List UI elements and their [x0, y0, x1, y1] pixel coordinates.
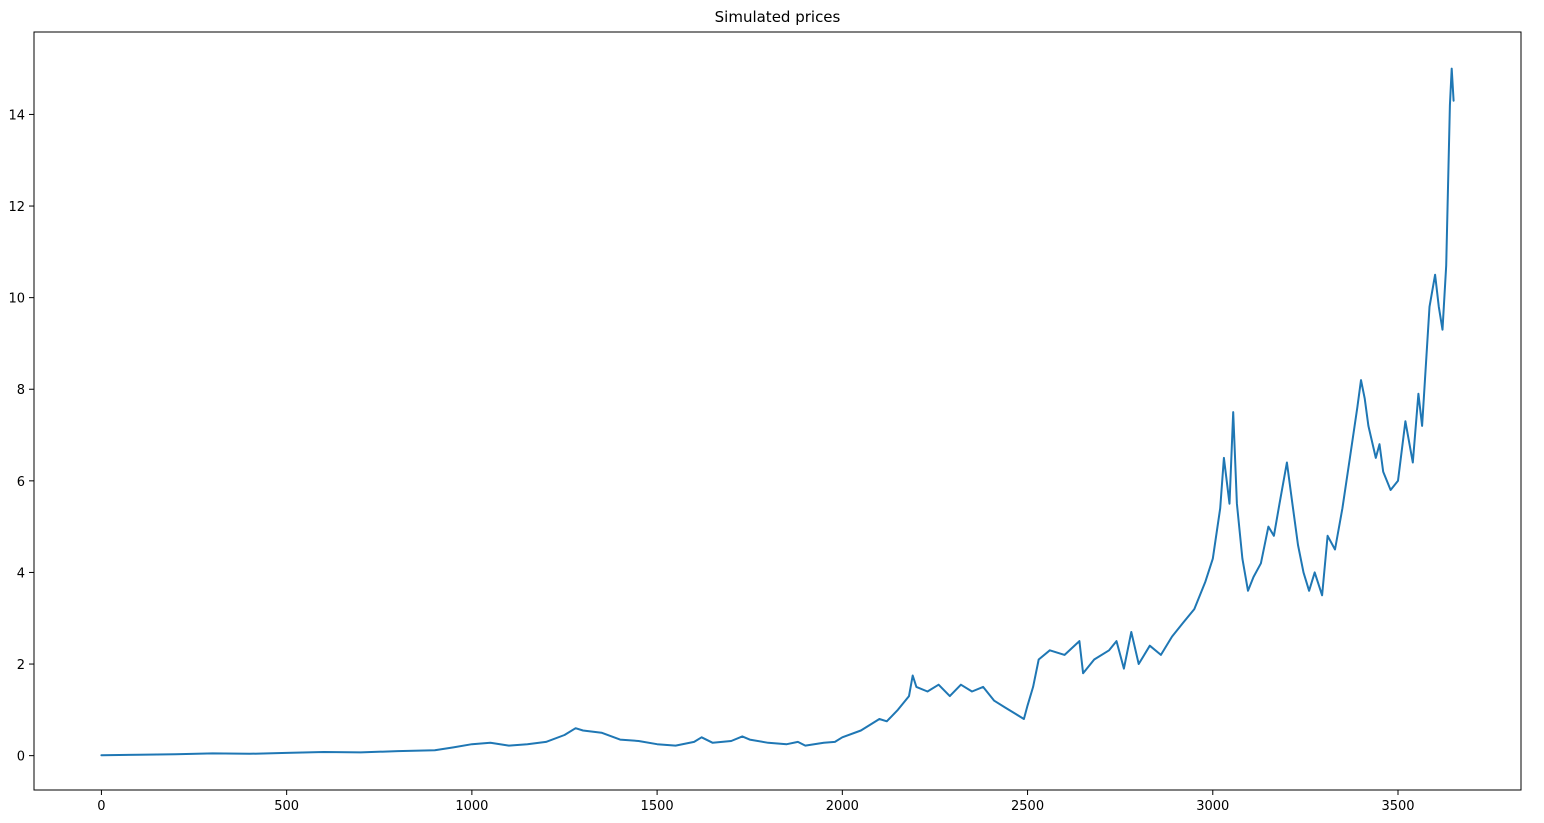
axis-ticks: 0 500 1000 1500 2000 2500 3000 3500 0 2 4 6 8 10 12 14	[8, 108, 1414, 814]
y-tick-label: 2	[17, 658, 25, 673]
y-tick-label: 0	[17, 750, 25, 765]
price-series-line	[100, 67, 1455, 757]
x-tick-label: 1500	[641, 799, 674, 814]
x-tick-label: 1000	[455, 799, 488, 814]
x-tick-label: 0	[97, 799, 105, 814]
y-tick-label: 12	[8, 200, 25, 215]
y-tick-label: 6	[17, 475, 25, 490]
y-tick-label: 4	[17, 566, 25, 581]
x-tick-label: 2500	[1011, 799, 1044, 814]
x-tick-label: 2000	[826, 799, 859, 814]
chart-title: Simulated prices	[715, 8, 841, 26]
y-tick-label: 8	[17, 383, 25, 398]
y-tick-label: 10	[8, 292, 25, 307]
x-tick-label: 500	[274, 799, 299, 814]
x-tick-label: 3500	[1381, 799, 1414, 814]
plot-area-frame	[33, 31, 1522, 791]
x-tick-label: 3000	[1196, 799, 1229, 814]
series-layer	[100, 67, 1455, 757]
y-tick-label: 14	[8, 108, 25, 123]
